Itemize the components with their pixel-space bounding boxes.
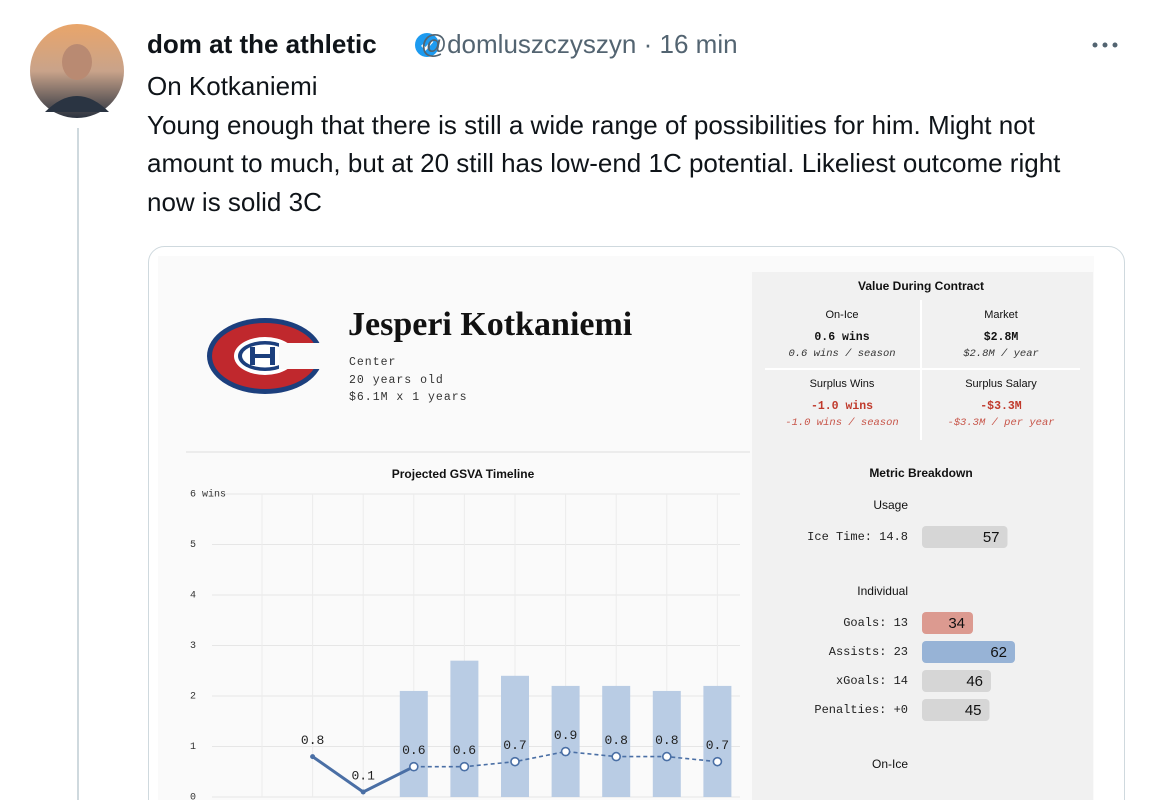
metric-label: Ice Time: 14.8 [807,530,908,544]
point [712,756,723,767]
metric-bar [922,641,1015,663]
verified-badge [415,33,439,57]
section-title: Individual [857,584,908,598]
point [459,761,470,772]
y-tick-label: 2 [190,692,196,703]
point [661,751,672,762]
cell-label: On-Ice [825,309,858,321]
tweet-header: dom at the athletic @domluszczyszyn · 16 … [147,26,738,62]
cell-label: Market [984,309,1018,321]
bar [602,685,631,797]
point [310,754,316,760]
cell-rate: $2.8M / year [963,348,1039,360]
handle[interactable]: @domluszczyszyn [420,29,637,59]
player-name: Jesperi Kotkaniemi [348,306,632,343]
bar [551,685,580,797]
section-title: Usage [873,498,908,512]
section-title: On-Ice [872,757,908,771]
metric-value: 34 [948,615,965,632]
data-label: 0.8 [655,733,678,748]
y-tick-label: 0 [190,793,196,800]
player-position: Center [349,356,396,369]
chart-title: Projected GSVA Timeline [392,467,535,481]
bar [703,685,732,797]
timestamp[interactable]: 16 min [659,29,738,59]
cell-value: -1.0 wins [811,400,873,413]
y-tick-label: 3 [190,641,196,652]
team-logo [207,318,329,394]
y-tick-label: 4 [190,591,196,602]
author-name[interactable]: dom at the athletic [147,29,377,59]
metric-bar [922,670,991,692]
data-label: 0.1 [351,768,375,783]
tweet-text: On Kotkaniemi Young enough that there is… [147,67,1107,221]
data-label: 0.9 [554,728,577,743]
y-tick-label: 1 [190,742,196,753]
cell-rate: -1.0 wins / season [785,417,898,429]
cell-value: $2.8M [984,331,1019,344]
more-button[interactable] [1092,42,1118,48]
bar [501,675,529,797]
cell-rate: 0.6 wins / season [788,348,895,360]
y-tick-label: 5 [190,540,196,551]
metric-label: Penalties: +0 [814,703,908,717]
point [360,789,366,795]
bar [399,690,428,797]
data-label: 0.6 [453,743,476,758]
point [560,746,571,757]
player-contract: $6.1M x 1 years [349,391,468,404]
player-age: 20 years old [349,374,444,387]
data-label: 0.7 [503,738,526,753]
metric-value: 45 [965,702,982,719]
cell-label: Surplus Salary [965,378,1037,390]
cell-rate: -$3.3M / per year [947,417,1054,429]
cell-label: Surplus Wins [810,378,875,390]
metric-value: 46 [966,673,983,690]
data-label: 0.6 [402,743,425,758]
text-line: On Kotkaniemi [147,71,318,101]
panel-title: Value During Contract [858,279,984,293]
cell-value: 0.6 wins [814,331,869,344]
y-tick-label: 6 wins [190,489,226,501]
metric-label: Goals: 13 [843,616,908,630]
metric-label: Assists: 23 [829,645,908,659]
text-line: Young enough that there is still a wide … [147,109,1061,217]
metric-bar [922,612,973,634]
data-label: 0.8 [604,733,627,748]
metric-bar [922,526,1008,548]
bar [652,690,681,797]
avatar-shirt [45,96,109,112]
point [510,756,520,767]
bar [450,660,479,797]
metric-value: 57 [983,529,1000,546]
separator: · [643,29,653,59]
metric-label: xGoals: 14 [836,674,908,688]
breakdown-title: Metric Breakdown [869,466,972,480]
avatar-face [62,44,92,80]
point [611,751,622,762]
data-label: 0.8 [301,733,324,748]
metric-bar [922,699,990,721]
metric-value: 62 [990,644,1007,661]
cell-value: -$3.3M [980,400,1022,413]
point [408,761,419,772]
data-label: 0.7 [706,738,729,753]
